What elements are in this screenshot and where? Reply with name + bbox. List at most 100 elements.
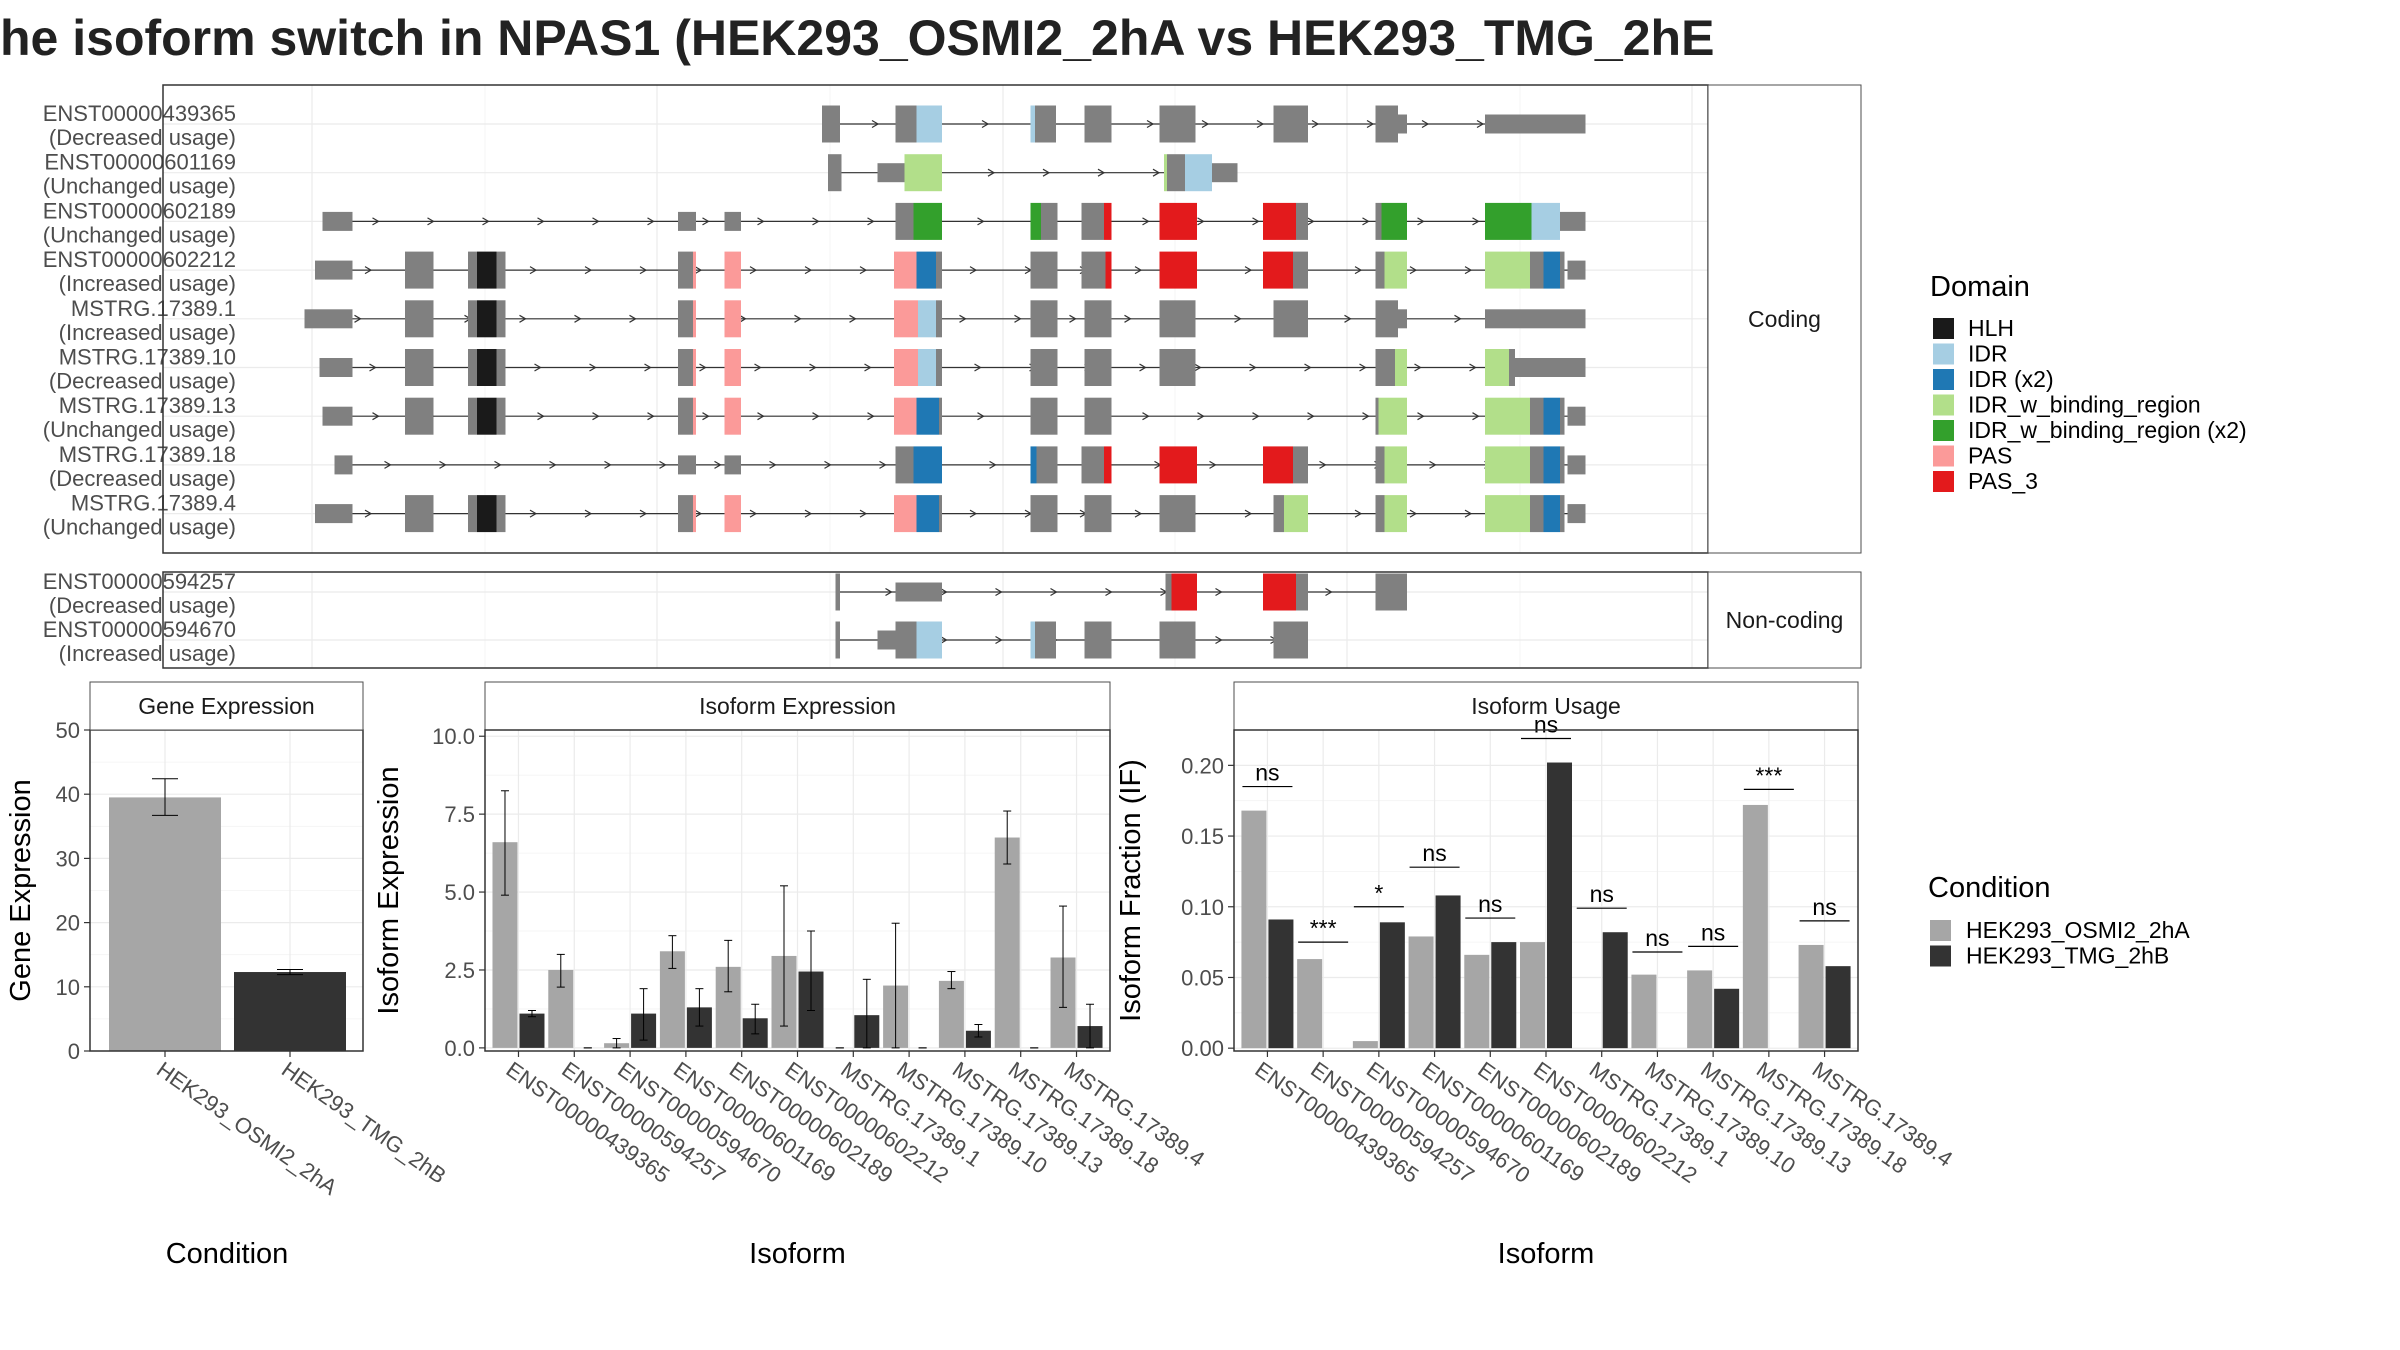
domain-pas <box>894 300 918 338</box>
bar <box>1268 919 1294 1049</box>
domain-pas <box>693 300 696 338</box>
x-axis-label: Condition <box>166 1238 289 1270</box>
bar <box>1714 988 1740 1049</box>
intron-arrow <box>769 460 777 469</box>
transcript-usage: (Increased usage) <box>59 271 236 296</box>
intron-arrow <box>592 217 600 226</box>
domain-idr-w-binding-region-x2- <box>1030 202 1041 240</box>
intron-arrow <box>1197 217 1205 226</box>
isoform-structure-panel: ENST00000439365(Decreased usage)ENST0000… <box>43 84 1862 669</box>
exon-block <box>1084 349 1112 386</box>
significance-label: ns <box>1422 840 1446 866</box>
intron-arrow <box>1429 460 1437 469</box>
exon-block <box>1084 621 1112 659</box>
y-tick-label: 0.00 <box>1181 1036 1224 1061</box>
domain-pas <box>894 251 917 289</box>
domain-idr-w-binding-region-x2- <box>1485 202 1532 240</box>
domain-idr-w-binding-region <box>1485 349 1509 386</box>
intron-arrow <box>1244 266 1253 275</box>
domain-pas-3 <box>1105 251 1112 289</box>
domain-idr-x2- <box>1543 495 1560 533</box>
exon-block <box>1530 251 1544 289</box>
intron-arrow <box>804 509 813 518</box>
domain-pas <box>894 495 917 533</box>
intron-arrow <box>1464 266 1473 275</box>
exon-block <box>1084 300 1112 338</box>
intron-arrow <box>354 314 362 323</box>
exon-block <box>1165 573 1172 611</box>
domain-pas-3 <box>1171 573 1197 611</box>
y-tick-label: 0.05 <box>1181 965 1224 990</box>
exon-block <box>678 397 693 435</box>
exon-block <box>1560 397 1565 435</box>
exon-block <box>1375 495 1385 533</box>
exon-block <box>1273 300 1308 338</box>
exon-block <box>1273 621 1308 659</box>
significance-label: ns <box>1590 881 1614 907</box>
y-tick-label: 0.15 <box>1181 824 1224 849</box>
domain-pas <box>693 349 696 386</box>
intron-arrow <box>1476 119 1485 129</box>
intron-arrow <box>1354 509 1363 518</box>
intron-arrow <box>1234 314 1242 323</box>
legend-label: HEK293_TMG_2hB <box>1966 943 2169 969</box>
bar <box>234 972 346 1051</box>
transcript-id: MSTRG.17389.4 <box>71 491 236 516</box>
transcript-id: MSTRG.17389.13 <box>59 393 236 418</box>
intron-arrow <box>1142 412 1150 421</box>
exon-block <box>405 300 434 338</box>
bar <box>1520 942 1545 1049</box>
y-tick-label: 7.5 <box>444 802 475 827</box>
intron-arrow <box>1146 119 1155 129</box>
intron-arrow <box>1050 587 1058 597</box>
intron-arrow <box>859 266 868 275</box>
bar <box>1825 966 1851 1049</box>
domain-pas-3 <box>1263 251 1293 289</box>
domain-idr-w-binding-region <box>1395 349 1407 386</box>
chart-title: Isoform Usage <box>1471 693 1621 719</box>
intron-arrow <box>974 363 982 372</box>
exon-block <box>1509 349 1515 386</box>
domain-idr-w-binding-region <box>1384 251 1407 289</box>
legend-swatch <box>1933 471 1954 492</box>
intron-arrow <box>537 412 545 421</box>
intron-arrow <box>549 460 557 469</box>
intron-arrow <box>537 217 545 226</box>
intron-arrow <box>1362 412 1370 421</box>
intron-arrow <box>804 266 813 275</box>
significance-label: ns <box>1645 925 1669 951</box>
intron-arrow <box>995 635 1003 645</box>
exon-block <box>1375 300 1398 338</box>
legend-swatch <box>1933 369 1954 390</box>
transcript-usage: (Increased usage) <box>59 641 236 666</box>
exon-block <box>1375 349 1395 386</box>
y-tick-label: 0.10 <box>1181 895 1224 920</box>
domain-pas-3 <box>1159 251 1197 289</box>
intron-arrow <box>1256 119 1265 129</box>
intron-arrow <box>1249 363 1257 372</box>
exon-block <box>1030 251 1058 289</box>
intron-arrow <box>879 460 887 469</box>
intron-arrow <box>372 412 380 421</box>
intron-arrow <box>749 509 758 518</box>
transcript-usage: (Decreased usage) <box>49 593 236 618</box>
domain-idr <box>1543 202 1560 240</box>
intron-arrow <box>699 363 707 372</box>
legend-label: HLH <box>1968 315 2014 341</box>
intron-arrow <box>714 460 722 469</box>
intron-arrow <box>1472 217 1480 226</box>
intron-arrow <box>1409 266 1418 275</box>
intron-arrow <box>482 217 490 226</box>
bar <box>1798 944 1824 1049</box>
domain-hlh <box>477 397 497 435</box>
significance-label: * <box>1374 880 1383 906</box>
intron-arrow <box>364 509 373 518</box>
intron-arrow <box>977 412 985 421</box>
exon-block <box>468 251 477 289</box>
domain-pas <box>724 397 741 435</box>
intron-arrow <box>644 363 652 372</box>
exon-block <box>678 495 693 533</box>
intron-arrow <box>519 314 527 323</box>
bar <box>1631 974 1657 1049</box>
intron-arrow <box>584 266 593 275</box>
